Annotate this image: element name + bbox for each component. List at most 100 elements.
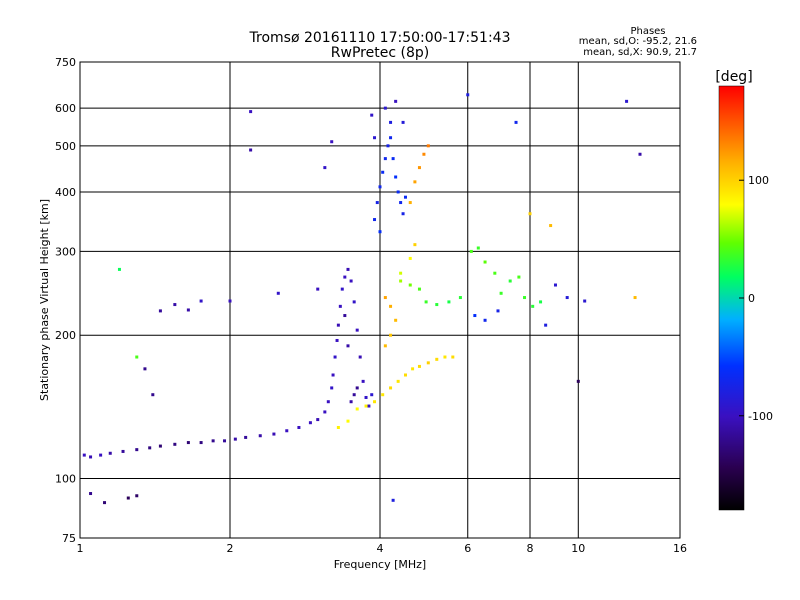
data-point <box>638 152 642 156</box>
phases-mean-sd-o: mean, sd,O: -95.2, 21.6 <box>579 36 697 47</box>
data-point <box>435 357 439 361</box>
data-point <box>135 448 139 452</box>
data-point <box>89 492 93 496</box>
data-point <box>336 425 340 429</box>
data-point <box>272 432 276 436</box>
data-point <box>370 113 374 117</box>
data-point <box>335 338 339 342</box>
data-point <box>473 314 477 318</box>
data-point <box>633 296 637 300</box>
data-point <box>173 442 177 446</box>
data-point <box>148 446 152 450</box>
data-point <box>466 93 470 97</box>
data-point <box>399 279 403 283</box>
data-point <box>389 333 393 337</box>
data-point <box>103 501 107 505</box>
data-point <box>413 243 417 247</box>
data-point <box>249 110 253 114</box>
x-tick-label: 4 <box>377 542 384 555</box>
data-point <box>352 393 356 397</box>
data-point <box>276 291 280 295</box>
data-point <box>389 120 393 124</box>
data-point <box>417 166 421 170</box>
data-point <box>135 494 139 498</box>
data-point <box>539 300 543 304</box>
data-point <box>199 299 203 303</box>
data-point <box>422 152 426 156</box>
data-point <box>346 344 350 348</box>
data-point <box>424 300 428 304</box>
data-point <box>346 419 350 423</box>
data-point <box>531 304 535 308</box>
data-point <box>135 355 139 359</box>
colorbar-ticks: 100 0 -100 <box>739 174 773 423</box>
data-point <box>381 393 385 397</box>
data-point <box>514 120 518 124</box>
data-point <box>396 190 400 194</box>
data-point <box>343 314 347 318</box>
data-point <box>186 308 190 312</box>
data-point <box>223 439 227 443</box>
data-point <box>352 300 356 304</box>
data-point <box>121 449 125 453</box>
data-point <box>517 275 521 279</box>
data-point <box>361 379 365 383</box>
data-point <box>326 400 330 404</box>
data-point <box>426 144 430 148</box>
data-point <box>158 444 162 448</box>
data-point <box>378 185 382 189</box>
data-point <box>330 140 334 144</box>
data-point <box>336 323 340 327</box>
data-point <box>544 323 548 327</box>
data-point <box>375 201 379 205</box>
data-point <box>346 267 350 271</box>
data-point <box>394 318 398 322</box>
data-point <box>383 344 387 348</box>
data-point <box>373 218 377 222</box>
colorbar: [deg] 100 0 -100 <box>715 69 773 511</box>
data-point <box>340 287 344 291</box>
data-point <box>417 364 421 368</box>
chart-title: Tromsø 20161110 17:50:00-17:51:43 <box>249 30 511 46</box>
data-point <box>496 309 500 313</box>
y-tick-label: 400 <box>55 186 76 199</box>
phases-heading: Phases <box>630 26 665 37</box>
data-point <box>483 318 487 322</box>
data-point <box>383 157 387 161</box>
data-point <box>469 249 473 253</box>
y-tick-label: 200 <box>55 329 76 342</box>
data-point <box>451 355 455 359</box>
data-point <box>126 496 130 500</box>
data-point <box>316 418 320 422</box>
data-point <box>316 287 320 291</box>
y-tick-label: 600 <box>55 102 76 115</box>
data-point <box>173 303 177 307</box>
data-point <box>625 99 629 103</box>
data-point <box>355 407 359 411</box>
y-tick-label: 75 <box>62 532 76 545</box>
data-point <box>493 271 497 275</box>
data-point <box>370 393 374 397</box>
data-point <box>403 195 407 199</box>
plot-area: 1 2 4 6 8 10 16 75 100 200 300 400 500 600 750 <box>55 56 687 555</box>
x-tick-label: 6 <box>464 542 471 555</box>
data-point <box>186 441 190 445</box>
data-point <box>258 434 262 438</box>
data-point <box>211 439 215 443</box>
data-point <box>323 166 327 170</box>
data-point <box>373 136 377 140</box>
data-point <box>413 180 417 184</box>
data-point <box>447 300 451 304</box>
data-point <box>408 256 412 260</box>
data-point <box>523 296 527 300</box>
data-point <box>426 361 430 365</box>
data-point <box>233 437 237 441</box>
data-point <box>349 400 353 404</box>
x-tick-label: 8 <box>527 542 534 555</box>
data-point <box>394 175 398 179</box>
data-point <box>408 283 412 287</box>
data-point <box>82 453 86 457</box>
data-point <box>458 296 462 300</box>
data-point <box>330 386 334 390</box>
y-tick-labels: 75 100 200 300 400 500 600 750 <box>55 56 76 545</box>
